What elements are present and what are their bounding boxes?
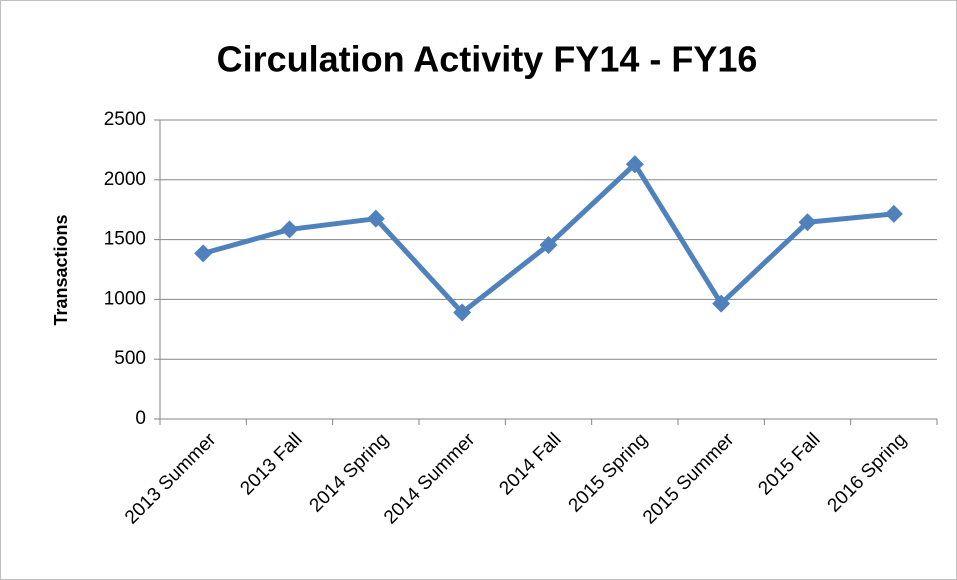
y-tick-label: 2500 — [104, 109, 146, 130]
y-tick-label: 500 — [114, 348, 146, 369]
marker — [366, 209, 385, 228]
chart-title: Circulation Activity FY14 - FY16 — [217, 39, 758, 80]
y-tick-label: 1000 — [104, 288, 146, 309]
marker — [625, 155, 644, 174]
marker — [798, 213, 817, 232]
y-tick-label: 0 — [135, 408, 146, 429]
marker — [712, 294, 731, 313]
marker — [453, 303, 472, 322]
y-tick-label: 2000 — [104, 169, 146, 190]
y-axis-label: Transactions — [51, 214, 71, 325]
marker — [280, 220, 299, 239]
y-tick-label: 1500 — [104, 229, 146, 250]
marker — [539, 235, 558, 254]
marker — [194, 244, 213, 263]
marker — [884, 204, 903, 223]
